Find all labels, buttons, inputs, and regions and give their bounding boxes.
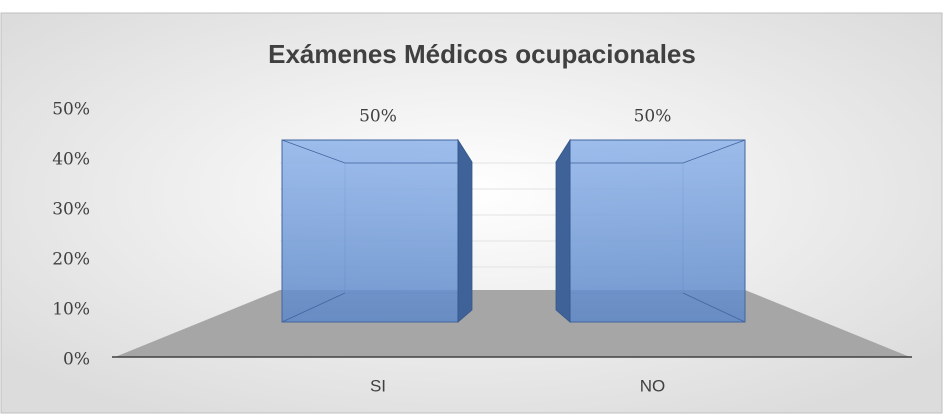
bar-edge: [281, 292, 346, 323]
y-tick-label: 20%: [52, 250, 90, 270]
bar-side: [457, 138, 473, 323]
bar-side: [555, 138, 571, 323]
value-label: 50%: [634, 107, 672, 127]
bar: [569, 139, 746, 323]
y-tick-label: 50%: [52, 100, 90, 120]
bar: [281, 139, 459, 323]
x-tick-label: SI: [370, 376, 386, 395]
bar-edge: [682, 292, 746, 323]
y-tick-label: 0%: [63, 350, 90, 370]
chart-title: Exámenes Médicos ocupacionales: [268, 39, 696, 69]
value-label: 50%: [359, 107, 397, 127]
y-tick-label: 30%: [52, 200, 90, 220]
x-tick-label: NO: [640, 376, 666, 395]
y-tick-label: 10%: [52, 300, 90, 320]
y-tick-label: 40%: [52, 150, 90, 170]
